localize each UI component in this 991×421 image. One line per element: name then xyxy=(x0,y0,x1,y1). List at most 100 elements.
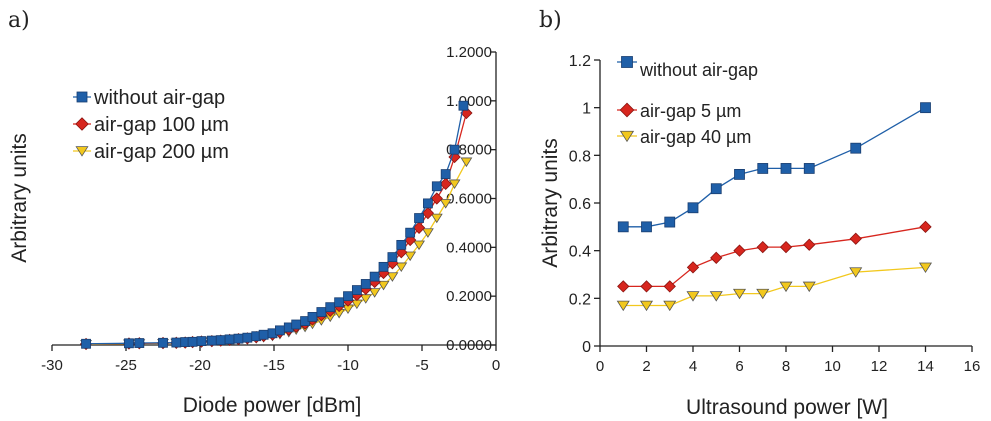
panel-a-data-point xyxy=(414,213,424,223)
panel-b-data-point xyxy=(687,202,699,214)
panel-b-x-tick-label: 14 xyxy=(917,358,934,375)
panel-a-x-tick-label: -5 xyxy=(415,357,428,374)
panel-a-data-point xyxy=(206,335,217,346)
panel-a-data-point xyxy=(171,337,182,348)
panel-b-data-point xyxy=(733,244,746,257)
panel-a-data-point xyxy=(334,297,345,308)
panel-a-data-point xyxy=(377,280,390,291)
panel-b-data-point xyxy=(664,216,676,228)
panel-b-data-point xyxy=(616,300,630,312)
panel-a-x-tick-label: -25 xyxy=(115,357,137,374)
panel-a-data-point xyxy=(325,302,336,313)
panel-b-data-point xyxy=(686,261,700,274)
panel-a-data-point xyxy=(81,338,91,349)
panel-a-y-tick-label: 0.6000 xyxy=(446,191,492,208)
panel-b-data-point xyxy=(779,240,793,254)
panel-b-data-point xyxy=(780,163,792,174)
panel-b-data-point xyxy=(919,220,932,233)
panel-a-data-point xyxy=(458,100,469,111)
panel-b-data-point xyxy=(756,240,769,254)
panel-a-data-point xyxy=(224,334,235,345)
panel-b-data-point xyxy=(617,280,630,293)
panel-a-data-point xyxy=(242,332,253,343)
panel-a-data-point xyxy=(258,329,269,340)
panel-a-data-point xyxy=(378,261,389,272)
panel-b-x-tick-label: 0 xyxy=(596,358,604,375)
panel-a-axes: -30 -25 -20 -15 -10 -5 00.0000 0.2000 0.4000 0.60… xyxy=(41,44,500,374)
panel-b-data-point xyxy=(920,102,931,114)
panel-b-y-tick-label: 1 xyxy=(582,101,591,118)
panel-b-legend: without air-gap air-gap 5 µm air-gap 40 µm xyxy=(617,56,758,147)
panel-b-data-point xyxy=(663,280,676,293)
panel-a-y-tick-label: 1.2000 xyxy=(446,44,492,61)
panel-b-y-tick-label: 0 xyxy=(582,339,591,356)
panel-b-data-point xyxy=(686,291,700,302)
panel-a-x-tick-label: -15 xyxy=(263,357,285,374)
panel-a-data-point xyxy=(421,228,434,238)
panel-a-x-tick-label: -20 xyxy=(189,357,211,374)
panel-a-legend-label: air-gap 200 µm xyxy=(94,141,229,163)
panel-b-legend-label: air-gap 5 µm xyxy=(640,101,741,121)
panel-a-data-point xyxy=(449,144,460,155)
panel-a: a) -30 -25 -20 -15 -10 -5 00.0000 0.2000 0.4000 0… xyxy=(8,8,500,417)
panel-a-data-point xyxy=(307,312,318,322)
panel-a-data-point xyxy=(430,213,443,224)
panel-a-y-tick-label: 0.0000 xyxy=(446,337,492,354)
panel-a-data-point xyxy=(421,207,435,220)
panel-a-data-point xyxy=(233,333,244,344)
panel-b-legend-marker xyxy=(619,102,635,118)
panel-a-x-tick-label: -30 xyxy=(41,357,63,374)
panel-b-data-point xyxy=(663,300,677,312)
panel-a-data-point xyxy=(134,338,145,348)
panel-a-data-point xyxy=(404,251,417,262)
panel-a-legend-marker xyxy=(75,117,89,131)
panel-b-x-tick-label: 2 xyxy=(642,358,650,375)
panel-b-axes: 0 2 4 6 8 10 12 14 16 0 0.2 0.4 0.6 0.8 1 1.2 xyxy=(569,53,981,375)
panel-a-data-point xyxy=(316,307,327,317)
panel-a-y-tick-label: 0.2000 xyxy=(446,288,492,305)
panel-b-x-tick-label: 12 xyxy=(871,358,888,375)
panel-a-data-point xyxy=(395,262,408,273)
panel-a-data-point xyxy=(439,177,452,190)
panel-a-x-tick-label: -10 xyxy=(337,357,359,374)
panel-b-data-point xyxy=(849,267,863,278)
panel-b-data-point xyxy=(803,238,816,251)
panel-a-legend-marker xyxy=(75,146,89,157)
panel-b-legend-label: air-gap 40 µm xyxy=(640,127,751,147)
panel-b-y-tick-label: 0.4 xyxy=(569,244,591,261)
panel-a-data-point xyxy=(360,279,371,289)
panel-a-data-point xyxy=(448,179,461,190)
panel-b-x-tick-label: 6 xyxy=(735,358,743,375)
panel-b-data-point xyxy=(639,300,654,312)
panel-b-legend-marker xyxy=(621,56,633,68)
panel-b-data-point xyxy=(850,142,862,154)
panel-b-x-tick-label: 8 xyxy=(782,358,790,375)
panel-a-data-point xyxy=(440,169,451,179)
panel-b-y-tick-label: 0.8 xyxy=(569,148,591,165)
panel-a-data-point xyxy=(430,192,443,205)
panel-b: b) 0 2 4 6 8 10 12 14 16 0 0.2 0.4 0.6 0.8 1 1.2 withou… xyxy=(539,8,980,419)
panel-a-legend: without air-gap air-gap 100 µm air-gap 200… xyxy=(73,87,229,163)
panel-b-data-point xyxy=(641,221,652,233)
panel-a-y-axis-label: Arbitrary units xyxy=(8,133,31,263)
panel-b-x-tick-label: 10 xyxy=(824,358,841,375)
panel-b-data-point xyxy=(757,163,769,174)
panel-a-data-point xyxy=(275,325,285,336)
panel-a-data-point xyxy=(215,335,226,346)
panel-a-data-point xyxy=(291,319,302,330)
panel-a-y-tick-label: 1.0000 xyxy=(446,93,492,110)
panel-a-data-point xyxy=(431,181,442,192)
panel-b-data-point xyxy=(734,168,745,180)
panel-b-data-point xyxy=(779,281,793,293)
panel-a-legend-marker xyxy=(76,91,88,103)
panel-b-data-point xyxy=(756,288,770,300)
panel-b-data-point xyxy=(732,288,747,300)
panel-b-series-line xyxy=(623,226,926,288)
panel-a-x-tick-label: 0 xyxy=(492,357,500,374)
panel-a-data-point xyxy=(158,337,168,348)
panel-b-x-tick-label: 4 xyxy=(689,358,697,375)
panel-b-data-point xyxy=(710,251,723,264)
panel-b-x-axis-label: Ultrasound power [W] xyxy=(686,396,888,419)
panel-a-label: a) xyxy=(8,8,30,33)
